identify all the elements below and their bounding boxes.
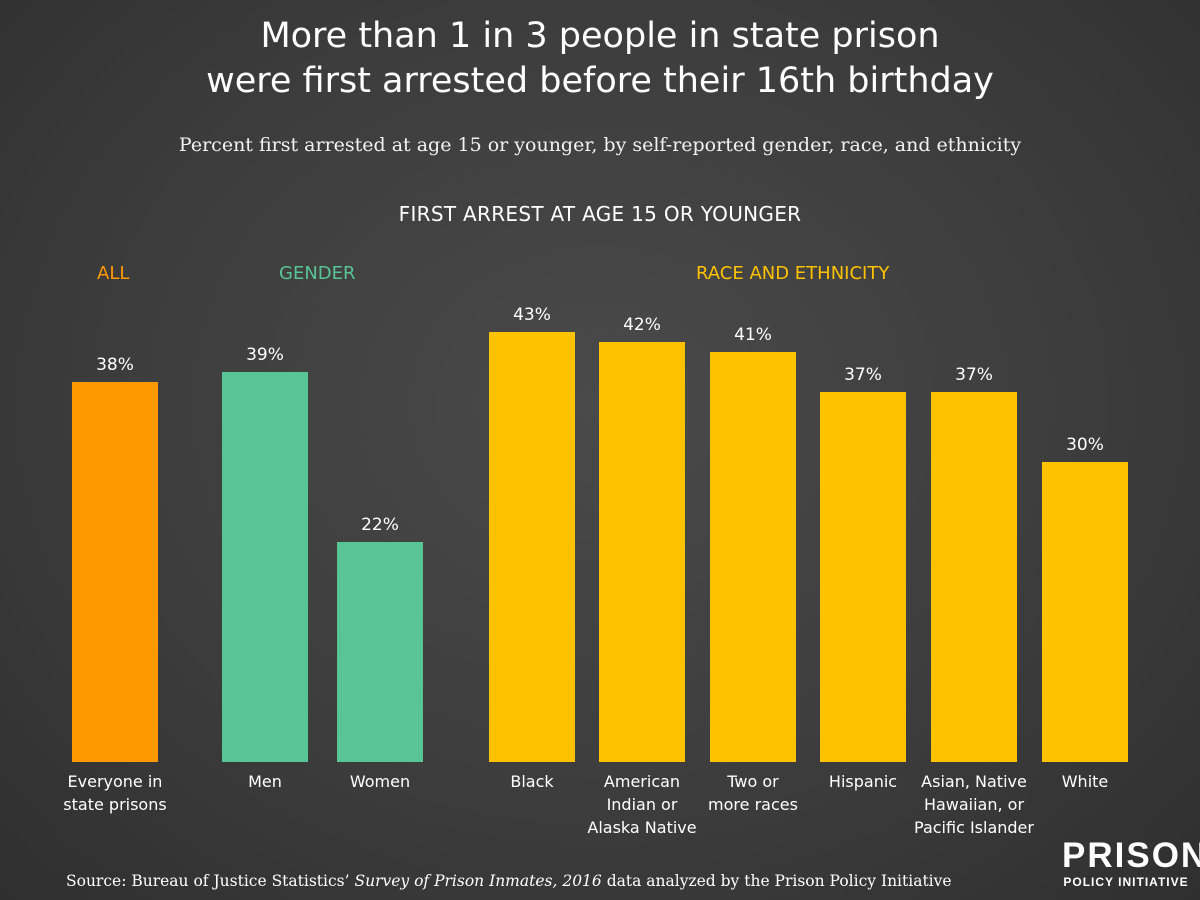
category-label-line: White bbox=[1061, 772, 1109, 791]
data-label-1: 38% bbox=[96, 355, 134, 375]
category-label-line: Men bbox=[248, 772, 282, 791]
logo-main-text: PRISON bbox=[1062, 836, 1200, 875]
section-title: FIRST ARREST AT AGE 15 OR YOUNGER bbox=[398, 202, 802, 226]
category-label-line: more races bbox=[708, 795, 798, 814]
category-label-line: Alaska Native bbox=[587, 818, 697, 837]
category-label-line: Women bbox=[349, 772, 411, 791]
group-label-all: ALL bbox=[97, 263, 130, 284]
bar-6 bbox=[710, 352, 796, 762]
bar-4 bbox=[489, 332, 575, 762]
category-label-9: White bbox=[1015, 770, 1155, 793]
chart-title-line-1: More than 1 in 3 people in state prison bbox=[260, 16, 940, 56]
logo-sub-text: POLICY INITIATIVE bbox=[1063, 875, 1189, 889]
bar-2 bbox=[222, 372, 308, 762]
source-prefix: Source: Bureau of Justice Statistics’ bbox=[66, 872, 355, 890]
category-label-line: Black bbox=[510, 772, 554, 791]
category-label-line: Two or bbox=[727, 772, 779, 791]
chart-subtitle: Percent first arrested at age 15 or youn… bbox=[178, 134, 1022, 156]
source-note: Source: Bureau of Justice Statistics’ Su… bbox=[66, 872, 952, 890]
category-label-line: Hispanic bbox=[828, 772, 898, 791]
group-label-gender: GENDER bbox=[279, 263, 356, 284]
category-label-4: Black bbox=[462, 770, 602, 793]
data-label-7: 37% bbox=[844, 365, 882, 385]
category-label-3: Women bbox=[310, 770, 450, 793]
bar-5 bbox=[599, 342, 685, 762]
category-label-5: American Indian or Alaska Native bbox=[572, 770, 712, 839]
category-label-7: Hispanic bbox=[793, 770, 933, 793]
data-label-3: 22% bbox=[361, 515, 399, 535]
category-label-8: Asian, Native Hawaiian, or Pacific Islande… bbox=[904, 770, 1044, 839]
category-label-line: Everyone in bbox=[67, 772, 163, 791]
data-label-5: 42% bbox=[623, 315, 661, 335]
bar-1 bbox=[72, 382, 158, 762]
data-label-8: 37% bbox=[955, 365, 993, 385]
chart-title-line-2: were first arrested before their 16th bi… bbox=[206, 61, 994, 101]
group-label-race-ethnicity: RACE AND ETHNICITY bbox=[696, 263, 890, 284]
data-label-4: 43% bbox=[513, 305, 551, 325]
data-label-9: 30% bbox=[1066, 435, 1104, 455]
prison-policy-initiative-logo: PRISON POLICY INITIATIVE bbox=[1062, 836, 1200, 890]
category-label-line: state prisons bbox=[63, 795, 167, 814]
category-label-line: Pacific Islander bbox=[914, 818, 1034, 837]
category-label-2: Men bbox=[195, 770, 335, 793]
bar-3 bbox=[337, 542, 423, 762]
category-label-line: Indian or bbox=[606, 795, 678, 814]
category-label-6: Two or more races bbox=[683, 770, 823, 816]
category-label-line: Asian, Native bbox=[921, 772, 1027, 791]
category-label-line: American bbox=[603, 772, 681, 791]
chart-title: More than 1 in 3 people in state prison … bbox=[0, 14, 1200, 104]
data-label-6: 41% bbox=[734, 325, 772, 345]
bar-9 bbox=[1042, 462, 1128, 762]
bar-8 bbox=[931, 392, 1017, 762]
data-label-2: 39% bbox=[246, 345, 284, 365]
source-suffix: data analyzed by the Prison Policy Initi… bbox=[601, 872, 952, 890]
bar-7 bbox=[820, 392, 906, 762]
category-label-1: Everyone in state prisons bbox=[45, 770, 185, 816]
category-label-line: Hawaiian, or bbox=[923, 795, 1025, 814]
source-title: Survey of Prison Inmates, 2016 bbox=[354, 872, 602, 890]
